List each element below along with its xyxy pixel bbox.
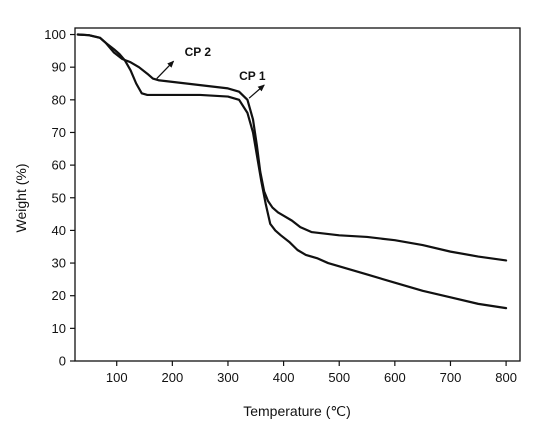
axis-ticks: 100 200 300 400 500 600 700 800 0 10 20 30 40 50 60 70 8… — [44, 27, 517, 385]
y-axis-title: Weight (%) — [13, 164, 29, 233]
y-tick-label: 60 — [52, 158, 66, 173]
annotation-label: CP 2 — [185, 45, 212, 59]
plot-frame — [74, 27, 521, 362]
annotation-label: CP 1 — [239, 69, 266, 83]
x-axis-title: Temperature (℃) — [243, 403, 351, 419]
y-tick-label: 40 — [52, 223, 66, 238]
x-tick-label: 800 — [495, 370, 517, 385]
y-tick-label: 30 — [52, 256, 66, 271]
annotation-arrow — [248, 84, 265, 99]
y-tick-label: 50 — [52, 190, 66, 205]
series-line — [76, 33, 508, 310]
y-tick-label: 80 — [52, 92, 66, 107]
x-tick-label: 500 — [328, 370, 350, 385]
y-tick-label: 10 — [52, 321, 66, 336]
y-tick-label: 70 — [52, 125, 66, 140]
annotations: CP 2 CP 1 — [156, 45, 266, 99]
plot-border — [74, 27, 521, 362]
x-tick-label: 600 — [384, 370, 406, 385]
y-tick-label: 20 — [52, 288, 66, 303]
y-tick-label: 100 — [44, 27, 66, 42]
x-tick-label: 100 — [106, 370, 128, 385]
annotation-arrow — [156, 60, 175, 80]
y-tick-label: 90 — [52, 60, 66, 75]
y-tick-label: 0 — [59, 354, 66, 369]
series-layer — [76, 33, 508, 310]
series-line — [76, 33, 508, 262]
x-tick-label: 700 — [440, 370, 462, 385]
x-tick-label: 200 — [161, 370, 183, 385]
x-tick-label: 400 — [273, 370, 295, 385]
x-tick-label: 300 — [217, 370, 239, 385]
